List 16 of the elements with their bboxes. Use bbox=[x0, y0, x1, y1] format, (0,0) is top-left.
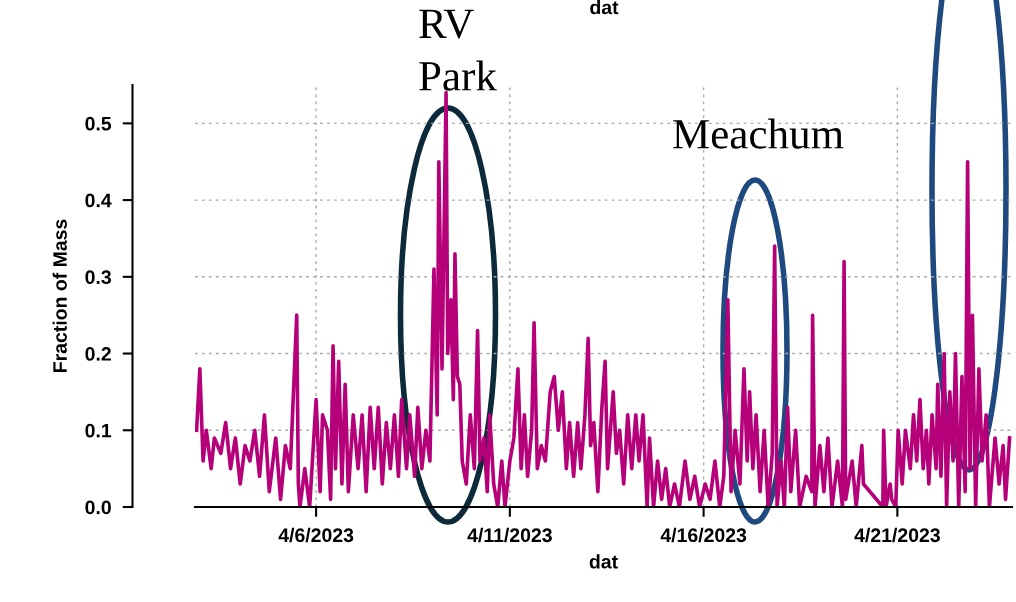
x-tick-label: 4/16/2023 bbox=[660, 527, 747, 543]
x-tick-label: 4/11/2023 bbox=[467, 527, 552, 543]
y-tick-label: 0.2 bbox=[85, 347, 111, 361]
y-tick-label: 0.4 bbox=[85, 193, 112, 208]
line-series bbox=[195, 90, 1012, 507]
x-axis-title: dat bbox=[589, 554, 618, 569]
y-tick-label: 0.5 bbox=[85, 116, 112, 131]
x-tick-label: 4/21/2023 bbox=[854, 527, 940, 543]
y-axis-title: Fraction of Mass bbox=[52, 219, 67, 372]
y-tick-label: 0.1 bbox=[85, 423, 112, 438]
chart-title: dat bbox=[590, 0, 619, 15]
annotation: Meachum bbox=[673, 118, 844, 149]
y-tick-label: 0.3 bbox=[85, 270, 111, 285]
x-tick-label: 4/6/2023 bbox=[278, 527, 354, 543]
annotation: RV Park bbox=[419, 9, 497, 91]
y-tick-label: 0.0 bbox=[85, 500, 111, 515]
